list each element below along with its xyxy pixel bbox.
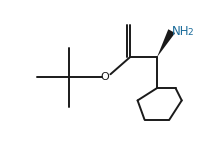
Text: O: O — [101, 72, 109, 82]
Text: 2: 2 — [187, 28, 193, 37]
Polygon shape — [157, 29, 175, 57]
Text: NH: NH — [172, 25, 189, 38]
